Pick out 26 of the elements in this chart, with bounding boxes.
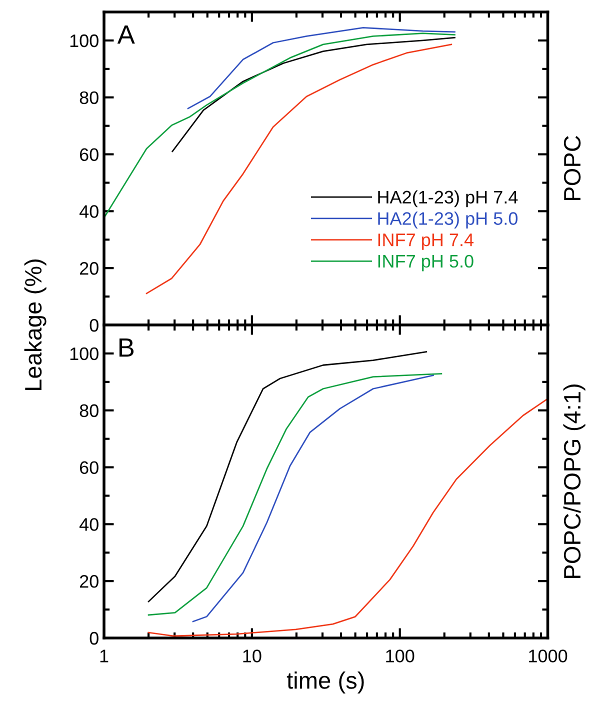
- y-tick-label: 20: [80, 575, 98, 588]
- y2-axis-title: POPC/POPG (4:1): [563, 384, 586, 578]
- y-tick-label: 0: [90, 318, 98, 332]
- y-tick-label: 60: [80, 461, 98, 474]
- annotation: A: [117, 26, 135, 44]
- x-tick-label: 1000: [529, 650, 568, 662]
- legend-label: INF7 pH 7.4: [378, 234, 474, 250]
- y-tick-label: 20: [80, 262, 98, 275]
- y-tick-label: 80: [80, 404, 98, 418]
- y-axis-title: Leakage (%): [24, 260, 46, 390]
- y-tick-label: 40: [79, 205, 98, 218]
- x-tick-label: 10: [243, 650, 262, 662]
- y-tick-label: 0: [90, 632, 98, 645]
- annotation: B: [119, 338, 134, 357]
- y-tick-label: 100: [70, 34, 98, 48]
- y-tick-label: 100: [70, 347, 98, 360]
- y2-axis-title: POPC: [564, 136, 581, 200]
- y-tick-label: 40: [79, 518, 98, 531]
- legend-label: HA2(1-23) pH 7.4: [378, 190, 518, 208]
- legend-label: HA2(1-23) pH 5.0: [378, 212, 518, 229]
- legend-label: INF7 pH 5.0: [378, 254, 474, 272]
- y-tick-label: 60: [80, 148, 98, 162]
- x-axis-title: time (s): [286, 671, 364, 694]
- x-tick-label: 100: [386, 650, 414, 662]
- y-tick-label: 80: [80, 91, 98, 104]
- x-tick-label: 1: [100, 650, 108, 662]
